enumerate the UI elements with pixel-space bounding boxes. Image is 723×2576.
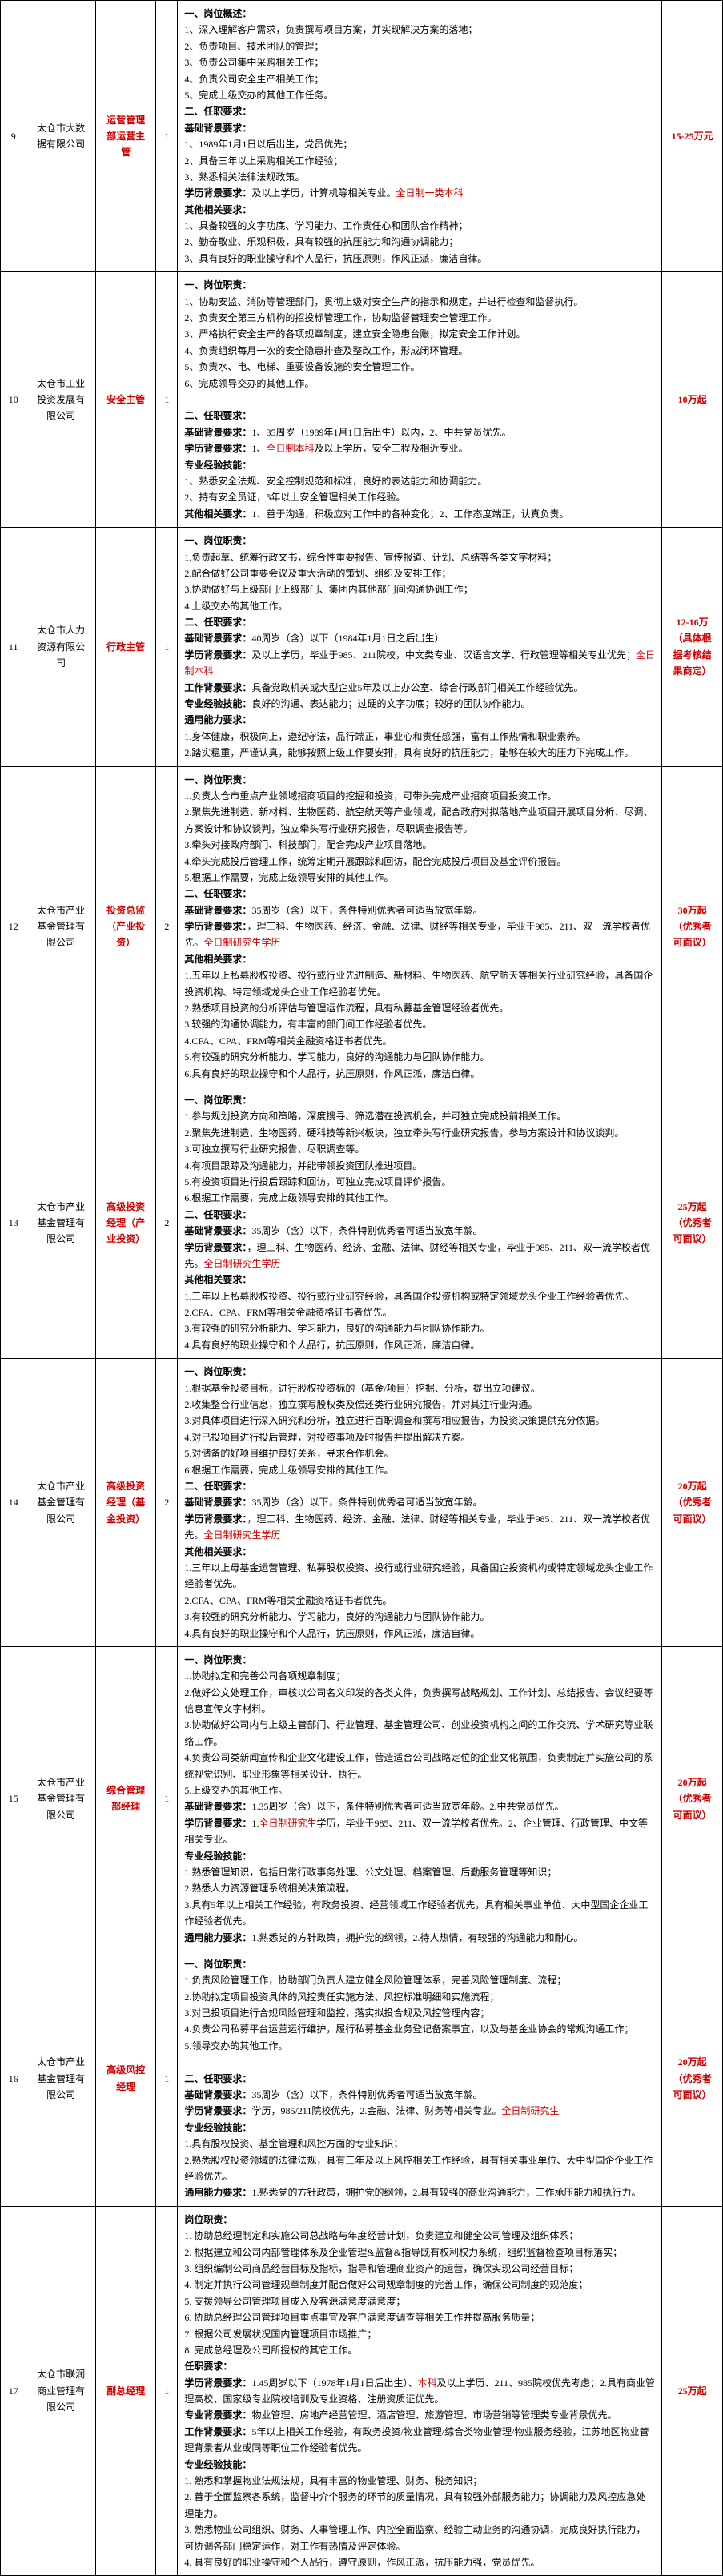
company-name: 太仓市大数据有限公司 xyxy=(26,1,95,272)
job-table: 9太仓市大数据有限公司运营管理部运营主管1一、岗位概述：1、深入理解客户需求，负… xyxy=(0,0,723,2576)
headcount: 2 xyxy=(156,1359,178,1647)
salary: 20万起（优秀者可面议） xyxy=(662,1359,723,1647)
position-title: 运营管理部运营主管 xyxy=(95,1,156,272)
headcount: 1 xyxy=(156,1646,178,1951)
job-description: 一、岗位职责：1.根据基金投资目标，进行股权投资标的（基金/项目）挖掘、分析，提… xyxy=(178,1359,662,1647)
position-title: 高级风控经理 xyxy=(95,1951,156,2206)
row-index: 17 xyxy=(1,2206,26,2576)
headcount: 1 xyxy=(156,272,178,528)
job-description: 一、岗位职责：1.负责太仓市重点产业领域招商项目的挖掘和投资，可带头完成产业招商… xyxy=(178,766,662,1087)
headcount: 1 xyxy=(156,528,178,766)
row-index: 16 xyxy=(1,1951,26,2206)
salary: 12-16万（具体根据考核结果商定） xyxy=(662,528,723,766)
position-title: 副总经理 xyxy=(95,2206,156,2576)
headcount: 1 xyxy=(156,2206,178,2576)
salary: 20万起（优秀者可面议） xyxy=(662,1951,723,2206)
row-index: 11 xyxy=(1,528,26,766)
row-index: 9 xyxy=(1,1,26,272)
headcount: 1 xyxy=(156,1,178,272)
row-index: 13 xyxy=(1,1087,26,1359)
company-name: 太仓市产业基金管理有限公司 xyxy=(26,1646,95,1951)
salary: 25万起 xyxy=(662,2206,723,2576)
position-title: 安全主管 xyxy=(95,272,156,528)
headcount: 2 xyxy=(156,1087,178,1359)
headcount: 1 xyxy=(156,1951,178,2206)
position-title: 高级投资经理（产业投资） xyxy=(95,1087,156,1359)
position-title: 投资总监（产业投资） xyxy=(95,766,156,1087)
job-description: 一、岗位职责：1.参与规划投资方向和策略，深度搜寻、筛选潜在投资机会，并可独立完… xyxy=(178,1087,662,1359)
job-description: 岗位职责：1. 协助总经理制定和实施公司总战略与年度经营计划，负责建立和健全公司… xyxy=(178,2206,662,2576)
company-name: 太仓市人力资源有限公司 xyxy=(26,528,95,766)
salary: 15-25万元 xyxy=(662,1,723,272)
company-name: 太仓市工业投资发展有限公司 xyxy=(26,272,95,528)
row-index: 10 xyxy=(1,272,26,528)
job-description: 一、岗位职责：1、协助安监、消防等管理部门，贯彻上级对安全生产的指示和规定，并进… xyxy=(178,272,662,528)
headcount: 2 xyxy=(156,766,178,1087)
company-name: 太仓市产业基金管理有限公司 xyxy=(26,1087,95,1359)
job-description: 一、岗位职责：1.协助拟定和完善公司各项规章制度；2.做好公文处理工作，审核以公… xyxy=(178,1646,662,1951)
salary: 25万起（优秀者可面议） xyxy=(662,1087,723,1359)
job-description: 一、岗位概述：1、深入理解客户需求，负责撰写项目方案，并实现解决方案的落地；2、… xyxy=(178,1,662,272)
salary: 20万起（优秀者可面议） xyxy=(662,1646,723,1951)
job-description: 一、岗位职责：1.负责风险管理工作，协助部门负责人建立健全风险管理体系，完善风险… xyxy=(178,1951,662,2206)
salary: 30万起（优秀者可面议） xyxy=(662,766,723,1087)
company-name: 太仓市产业基金管理有限公司 xyxy=(26,766,95,1087)
position-title: 综合管理部经理 xyxy=(95,1646,156,1951)
row-index: 14 xyxy=(1,1359,26,1647)
position-title: 行政主管 xyxy=(95,528,156,766)
row-index: 12 xyxy=(1,766,26,1087)
row-index: 15 xyxy=(1,1646,26,1951)
company-name: 太仓市产业基金管理有限公司 xyxy=(26,1359,95,1647)
company-name: 太仓市联润商业管理有限公司 xyxy=(26,2206,95,2576)
company-name: 太仓市产业基金管理有限公司 xyxy=(26,1951,95,2206)
salary: 10万起 xyxy=(662,272,723,528)
job-description: 一、岗位职责：1.负责起草、统筹行政文书，综合性重要报告、宣传报道、计划、总结等… xyxy=(178,528,662,766)
position-title: 高级投资经理（基金投资） xyxy=(95,1359,156,1647)
